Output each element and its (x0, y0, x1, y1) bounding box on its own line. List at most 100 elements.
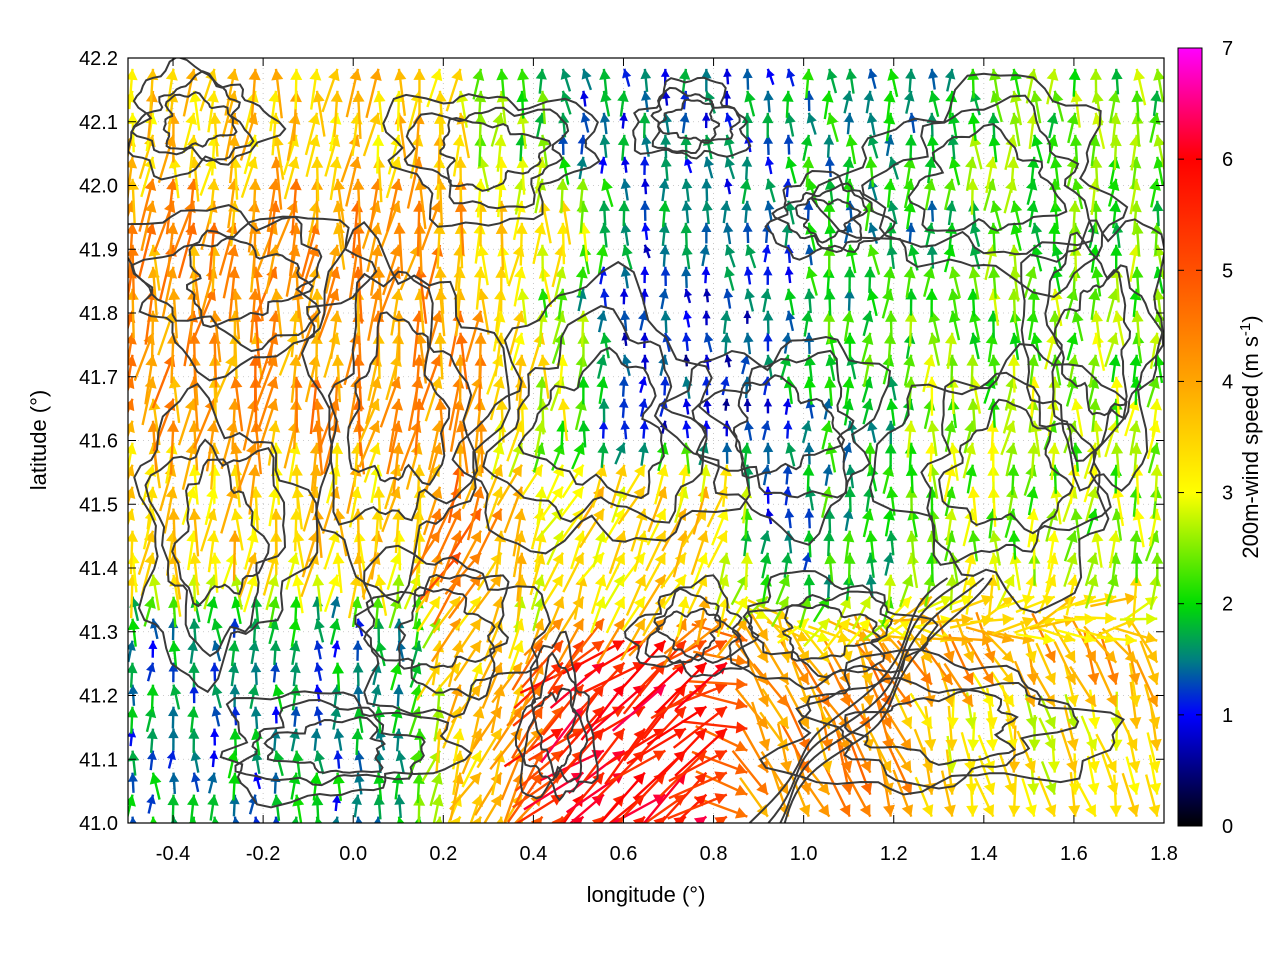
wind-arrow-head (724, 354, 733, 363)
wind-arrow-head (144, 222, 157, 235)
wind-arrow (1095, 733, 1118, 774)
wind-arrow-head (413, 794, 426, 806)
wind-arrow-head (659, 420, 668, 429)
wind-arrow (803, 617, 831, 647)
wind-arrow-head (1105, 760, 1117, 773)
wind-arrow (862, 310, 874, 337)
wind-arrow-head (678, 464, 691, 477)
wind-arrow (657, 727, 708, 780)
wind-arrow-shaft (646, 705, 708, 746)
wind-arrow-head (144, 596, 156, 609)
wind-arrow (1000, 420, 1016, 456)
wind-arrow (825, 656, 851, 708)
wind-arrow-head (655, 486, 668, 500)
wind-arrow (1108, 530, 1121, 569)
wind-arrow-head (764, 200, 775, 211)
wind-arrow-head (1066, 694, 1079, 707)
wind-arrow (148, 574, 161, 611)
wind-arrow (919, 640, 954, 686)
wind-arrow-head (289, 354, 302, 367)
wind-arrow-head (900, 760, 912, 773)
wind-arrow (129, 816, 137, 823)
wind-arrow (964, 464, 977, 494)
wind-arrow-head (615, 442, 626, 454)
wind-arrow (1047, 530, 1059, 570)
wind-arrow-head (166, 750, 176, 761)
wind-arrow-head (428, 574, 440, 588)
wind-arrow-head (327, 288, 340, 302)
wind-arrow (966, 178, 979, 215)
wind-arrow-head (859, 716, 871, 729)
wind-arrow (230, 706, 241, 726)
wind-arrow-head (372, 134, 385, 146)
wind-arrow-head (865, 530, 878, 543)
wind-arrow-head (673, 728, 686, 740)
wind-arrow-head (209, 552, 222, 565)
wind-arrow (596, 310, 607, 333)
wind-arrow-head (842, 508, 854, 520)
wind-arrow-head (907, 508, 920, 521)
wind-arrow (948, 266, 961, 299)
wind-arrow-head (512, 684, 525, 697)
wind-arrow-head (1147, 694, 1159, 707)
wind-arrow (925, 288, 938, 317)
wind-arrow-head (271, 134, 284, 147)
wind-arrow-head (1045, 782, 1057, 795)
wind-arrow-head (822, 464, 833, 475)
wind-arrow-head (925, 486, 938, 498)
wind-arrow (986, 420, 999, 461)
wind-arrow-head (714, 816, 727, 823)
wind-arrow-head (1147, 530, 1160, 544)
wind-arrow-head (314, 662, 324, 673)
wind-arrow (249, 618, 261, 644)
wind-arrow-head (823, 530, 835, 542)
wind-arrow-head (331, 442, 344, 454)
wind-arrow-head (1153, 156, 1164, 169)
wind-arrow-shaft (642, 683, 687, 740)
wind-arrow-head (431, 772, 443, 785)
wind-arrow (945, 200, 957, 226)
wind-arrow-shaft (591, 683, 646, 732)
wind-arrow (168, 156, 181, 199)
wind-arrow-head (249, 618, 261, 630)
wind-arrow-head (697, 530, 709, 544)
wind-arrow (512, 508, 526, 557)
wind-arrow-shaft (596, 815, 605, 823)
wind-arrow (1108, 354, 1121, 383)
wind-arrow (1054, 613, 1096, 626)
wind-arrow (351, 794, 362, 818)
wind-arrow (1125, 756, 1140, 795)
wind-arrow-head (1062, 631, 1076, 643)
wind-arrow (764, 156, 775, 175)
wind-arrow (620, 178, 631, 201)
wind-arrow-head (1088, 398, 1101, 411)
wind-arrow (620, 222, 632, 246)
wind-arrow-head (683, 288, 693, 298)
wind-arrow-head (611, 706, 625, 718)
wind-arrow-head (491, 508, 502, 522)
wind-arrow-head (308, 134, 321, 147)
wind-arrow (228, 772, 241, 801)
wind-arrow-head (1047, 442, 1060, 455)
wind-arrow-head (880, 760, 892, 773)
wind-arrow (290, 706, 301, 727)
wind-arrow-head (1003, 574, 1015, 588)
wind-arrow-head (165, 486, 178, 499)
wind-arrow-head (717, 508, 729, 522)
wind-arrow-head (450, 508, 462, 522)
wind-arrow-head (598, 156, 608, 166)
wind-arrow-head (698, 596, 711, 609)
wind-arrow (782, 464, 793, 485)
wind-arrow-head (268, 420, 281, 433)
wind-arrow-head (228, 398, 241, 411)
wind-arrow-head (232, 816, 240, 823)
wind-arrow (1009, 332, 1022, 361)
wind-arrow-head (920, 716, 932, 729)
wind-arrow (207, 794, 219, 821)
wind-arrow (1139, 640, 1160, 686)
wind-arrow (823, 134, 835, 158)
wind-arrow (583, 661, 646, 694)
wind-arrow (128, 794, 136, 820)
wind-arrow (611, 683, 667, 732)
wind-arrow (289, 310, 302, 358)
